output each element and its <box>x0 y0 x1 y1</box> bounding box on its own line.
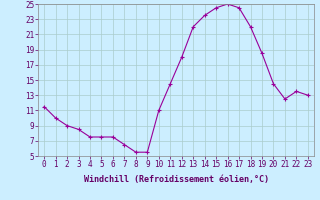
X-axis label: Windchill (Refroidissement éolien,°C): Windchill (Refroidissement éolien,°C) <box>84 175 268 184</box>
